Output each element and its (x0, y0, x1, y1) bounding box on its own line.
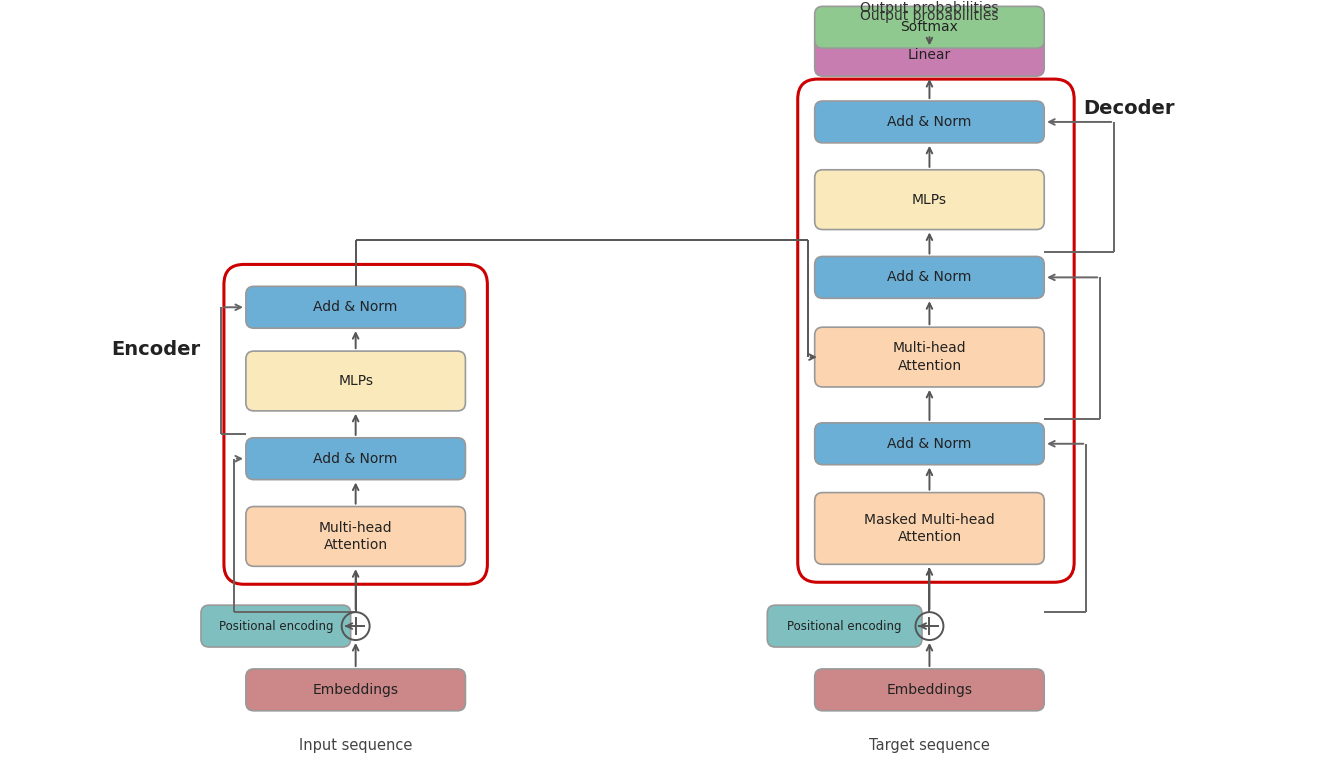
Text: Encoder: Encoder (111, 339, 201, 358)
Text: Add & Norm: Add & Norm (314, 452, 398, 466)
FancyBboxPatch shape (815, 101, 1044, 143)
FancyBboxPatch shape (815, 669, 1044, 710)
FancyBboxPatch shape (815, 327, 1044, 387)
Text: Masked Multi-head
Attention: Masked Multi-head Attention (864, 513, 994, 544)
Text: Multi-head
Attention: Multi-head Attention (892, 342, 966, 373)
Text: Target sequence: Target sequence (870, 739, 990, 753)
Text: Output probabilities: Output probabilities (860, 2, 998, 15)
Text: Embeddings: Embeddings (887, 683, 973, 697)
FancyBboxPatch shape (815, 170, 1044, 229)
FancyBboxPatch shape (201, 605, 351, 647)
FancyBboxPatch shape (245, 669, 465, 710)
Text: Input sequence: Input sequence (299, 739, 413, 753)
Text: Embeddings: Embeddings (312, 683, 399, 697)
FancyBboxPatch shape (815, 493, 1044, 565)
FancyBboxPatch shape (815, 257, 1044, 298)
Text: Add & Norm: Add & Norm (887, 436, 972, 451)
Text: Add & Norm: Add & Norm (887, 115, 972, 129)
FancyBboxPatch shape (768, 605, 922, 647)
Text: Output probabilities: Output probabilities (860, 9, 998, 24)
Text: Positional encoding: Positional encoding (218, 619, 334, 632)
Text: Add & Norm: Add & Norm (887, 270, 972, 285)
FancyBboxPatch shape (245, 351, 465, 411)
Text: Linear: Linear (907, 48, 951, 62)
Text: Positional encoding: Positional encoding (788, 619, 902, 632)
FancyBboxPatch shape (815, 34, 1044, 76)
FancyBboxPatch shape (245, 286, 465, 328)
Text: MLPs: MLPs (913, 193, 947, 206)
FancyBboxPatch shape (245, 438, 465, 480)
Text: Decoder: Decoder (1083, 99, 1175, 118)
Text: MLPs: MLPs (338, 374, 373, 388)
FancyBboxPatch shape (245, 506, 465, 566)
Text: Softmax: Softmax (900, 20, 958, 34)
FancyBboxPatch shape (815, 6, 1044, 49)
FancyBboxPatch shape (815, 423, 1044, 465)
Text: Multi-head
Attention: Multi-head Attention (319, 521, 393, 552)
Text: Add & Norm: Add & Norm (314, 301, 398, 314)
